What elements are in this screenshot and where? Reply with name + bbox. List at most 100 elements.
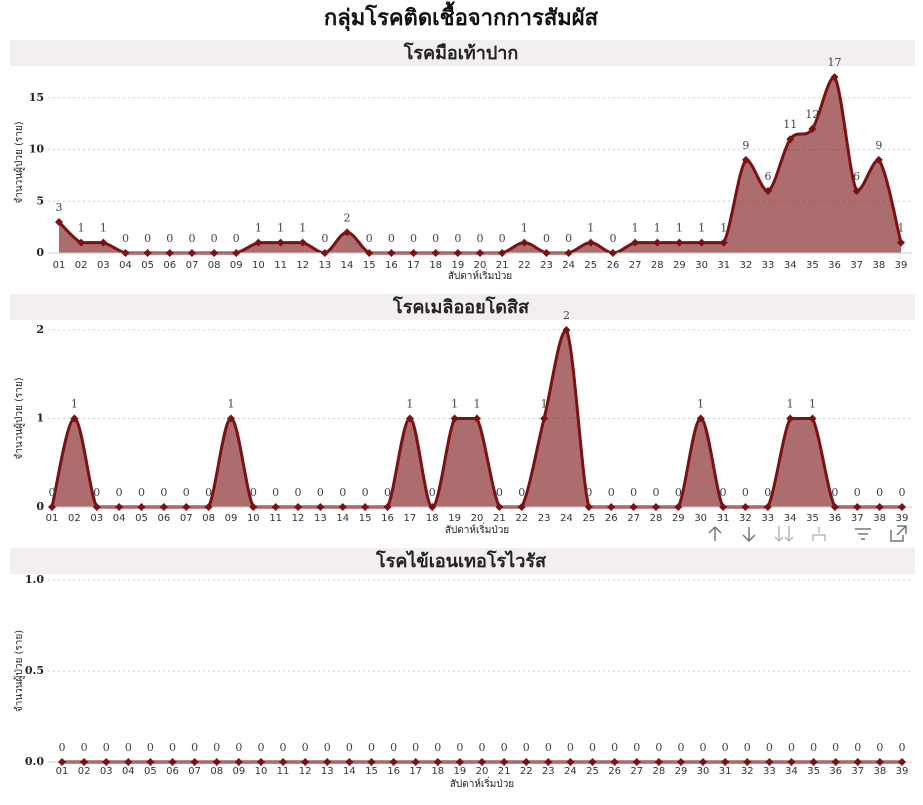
value-label: 0: [366, 232, 373, 245]
x-tick-label: 39: [896, 513, 909, 524]
sort-descending-button[interactable]: [742, 527, 756, 543]
value-label: 0: [166, 232, 173, 245]
x-tick-label: 33: [763, 766, 776, 777]
point-marker: [741, 155, 750, 164]
value-label: 0: [339, 486, 346, 499]
x-tick-label: 34: [784, 260, 797, 271]
point-marker: [562, 326, 571, 334]
expand-button[interactable]: [890, 525, 907, 542]
point-marker: [254, 238, 263, 247]
x-tick-label: 20: [476, 766, 489, 777]
point-marker: [787, 758, 796, 766]
y-axis-title: จำนวนผู้ป่วย (ราย): [13, 630, 25, 712]
x-tick-label: 19: [448, 513, 461, 524]
point-marker: [608, 249, 617, 257]
y-axis-title: จำนวนผู้ป่วย (ราย): [13, 377, 25, 459]
point-marker: [676, 758, 685, 766]
x-tick-label: 18: [431, 766, 444, 777]
value-label: 1: [809, 398, 816, 411]
value-label: 0: [49, 486, 56, 499]
value-label: 1: [277, 222, 284, 235]
x-tick-label: 27: [630, 766, 643, 777]
x-tick-label: 26: [607, 260, 620, 271]
x-tick-label: 06: [157, 513, 170, 524]
point-marker: [405, 414, 414, 423]
point-marker: [476, 249, 484, 257]
value-label: 1: [406, 398, 413, 411]
value-label: 0: [235, 741, 242, 754]
x-tick-label: 37: [850, 260, 863, 271]
x-tick-label: 12: [292, 513, 305, 524]
x-tick-label: 37: [851, 766, 864, 777]
value-label: 0: [633, 741, 640, 754]
filter-button[interactable]: [855, 528, 871, 540]
x-tick-label: 14: [343, 766, 356, 777]
point-marker: [294, 503, 303, 511]
point-marker: [271, 503, 280, 511]
value-label: 0: [362, 486, 369, 499]
x-tick-label: 03: [90, 513, 103, 524]
value-label: 0: [700, 741, 707, 754]
value-label: 0: [434, 741, 441, 754]
point-marker: [159, 503, 168, 511]
y-axis-title: จำนวนผู้ป่วย (ราย): [13, 121, 25, 203]
point-marker: [99, 238, 108, 247]
value-label: 1: [299, 222, 306, 235]
value-label: 12: [805, 108, 819, 121]
value-label: 0: [611, 741, 618, 754]
value-label: 0: [410, 232, 417, 245]
x-tick-label: 24: [562, 260, 575, 271]
value-label: 0: [116, 486, 123, 499]
sort-both-button[interactable]: [774, 526, 794, 543]
point-marker: [48, 503, 56, 511]
point-marker: [343, 228, 352, 237]
value-label: 1: [451, 398, 458, 411]
x-tick-label: 13: [319, 260, 332, 271]
x-tick-label: 25: [586, 766, 599, 777]
value-label: 0: [324, 741, 331, 754]
point-marker: [696, 414, 705, 423]
value-label: 0: [233, 232, 240, 245]
x-tick-label: 28: [652, 766, 665, 777]
point-marker: [786, 135, 795, 144]
y-tick-label: 15: [29, 91, 44, 104]
x-tick-label: 34: [785, 766, 798, 777]
value-label: 0: [722, 741, 729, 754]
hierarchy-button[interactable]: [812, 527, 826, 541]
x-tick-label: 12: [299, 766, 312, 777]
x-tick-label: 15: [359, 513, 372, 524]
x-tick-label: 04: [122, 766, 135, 777]
point-marker: [852, 186, 861, 195]
point-marker: [301, 758, 310, 766]
point-marker: [389, 758, 398, 766]
point-marker: [629, 503, 638, 511]
x-tick-label: 36: [829, 513, 842, 524]
value-label: 1: [697, 398, 704, 411]
x-tick-label: 10: [252, 260, 265, 271]
value-label: 0: [412, 741, 419, 754]
point-marker: [279, 758, 288, 766]
value-label: 1: [521, 222, 528, 235]
x-tick-label: 13: [314, 513, 327, 524]
x-tick-label: 29: [675, 766, 688, 777]
value-label: 0: [766, 741, 773, 754]
point-marker: [323, 758, 332, 766]
value-label: 11: [783, 118, 797, 131]
x-tick-label: 03: [97, 260, 110, 271]
value-label: 0: [205, 486, 212, 499]
sort-ascending-button[interactable]: [708, 525, 722, 541]
point-marker: [226, 414, 235, 423]
x-tick-label: 24: [560, 513, 573, 524]
x-tick-label: 11: [269, 513, 282, 524]
value-label: 0: [432, 232, 439, 245]
point-marker: [146, 758, 155, 766]
point-marker: [137, 503, 146, 511]
point-marker: [450, 414, 459, 423]
x-axis-title: สัปดาห์เริ่มป่วย: [450, 776, 514, 790]
value-label: 0: [589, 741, 596, 754]
value-label: 0: [169, 741, 176, 754]
x-tick-label: 32: [741, 766, 754, 777]
x-tick-label: 38: [872, 260, 885, 271]
value-label: 0: [496, 486, 503, 499]
value-label: 0: [59, 741, 66, 754]
